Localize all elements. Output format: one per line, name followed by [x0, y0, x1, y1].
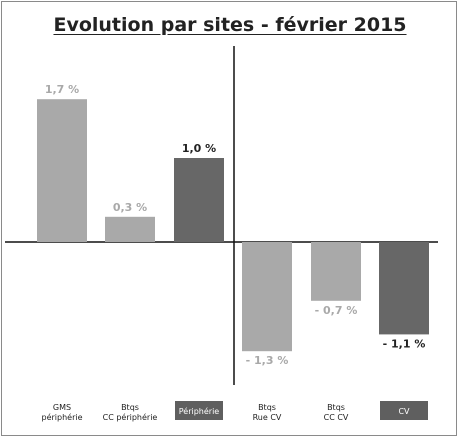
data-label-2: 0,3 %	[113, 201, 147, 214]
data-label-5: - 0,7 %	[315, 304, 358, 317]
category-highlight-box-6	[380, 401, 428, 420]
category-label-5-line-1: Btqs	[327, 403, 345, 412]
category-label-2-line-1: Btqs	[121, 403, 139, 412]
bar-2	[105, 216, 155, 242]
category-label-6: CV	[398, 407, 410, 416]
category-label-2-line-2: CC périphérie	[103, 412, 158, 422]
bar-3	[174, 158, 224, 242]
data-label-4: - 1,3 %	[246, 354, 289, 367]
data-label-1: 1,7 %	[45, 83, 79, 96]
bar-4	[242, 242, 292, 352]
category-highlight-box-3	[175, 401, 223, 420]
bar-1	[37, 99, 87, 242]
category-label-4-line-1: Btqs	[258, 403, 276, 412]
category-label-4-line-2: Rue CV	[253, 413, 282, 422]
category-label-1-line-2: périphérie	[41, 412, 82, 422]
bar-6	[379, 242, 429, 335]
chart-title: Evolution par sites - février 2015	[53, 14, 407, 36]
data-label-6: - 1,1 %	[383, 337, 426, 350]
data-label-3: 1,0 %	[182, 142, 216, 155]
category-label-1-line-1: GMS	[53, 403, 71, 412]
bar-5	[311, 242, 361, 301]
category-label-5-line-2: CC CV	[324, 413, 349, 422]
category-label-3: Périphérie	[179, 406, 220, 416]
